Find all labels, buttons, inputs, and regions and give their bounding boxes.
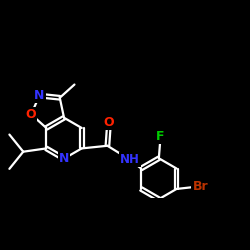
Text: NH: NH bbox=[120, 153, 140, 166]
Text: Br: Br bbox=[192, 180, 208, 193]
Text: O: O bbox=[104, 116, 115, 128]
Text: O: O bbox=[26, 108, 36, 121]
Text: F: F bbox=[156, 130, 165, 143]
Text: N: N bbox=[59, 152, 69, 165]
Text: N: N bbox=[34, 89, 45, 102]
